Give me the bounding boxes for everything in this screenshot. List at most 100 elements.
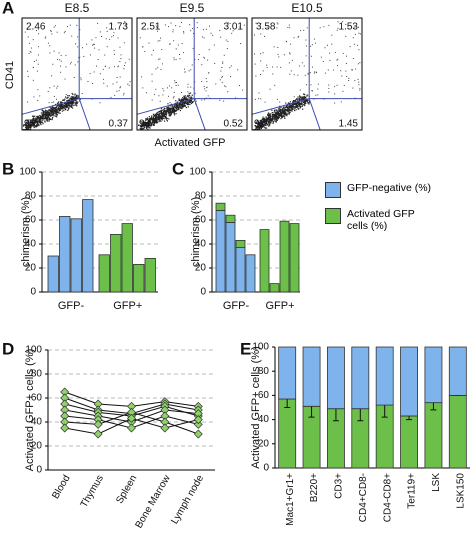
legend-item: Activated GFP cells (%): [325, 208, 474, 232]
event-dot: [206, 81, 208, 83]
event-dot: [44, 116, 47, 118]
event-dot: [288, 109, 290, 111]
event-dot: [260, 121, 263, 124]
event-dot: [262, 116, 264, 118]
event-dot: [225, 86, 227, 88]
event-dot: [294, 106, 296, 108]
event-dot: [30, 127, 32, 129]
event-dot: [120, 54, 122, 56]
event-dot: [139, 37, 141, 39]
event-dot: [312, 66, 314, 68]
event-dot: [56, 105, 58, 107]
point-marker: [93, 429, 103, 439]
event-dot: [266, 66, 268, 68]
event-dot: [62, 107, 64, 109]
event-dot: [105, 65, 107, 67]
bar-segment: [245, 254, 256, 293]
event-dot: [60, 65, 62, 67]
event-dot: [57, 58, 59, 60]
y-tick-label: 40: [31, 417, 43, 428]
y-axis-label: chimerism (%): [190, 197, 202, 267]
event-dot: [163, 90, 165, 92]
y-tick-label: 100: [19, 167, 36, 178]
event-dot: [262, 123, 264, 125]
event-dot: [258, 126, 260, 128]
event-dot: [177, 106, 179, 109]
event-dot: [268, 120, 270, 123]
x-axis-label: Activated GFP: [155, 137, 226, 149]
event-dot: [273, 116, 275, 118]
event-dot: [260, 127, 263, 130]
event-dot: [60, 105, 62, 107]
event-dot: [235, 97, 237, 99]
quadrant-value: 1.45: [339, 119, 359, 130]
event-dot: [24, 31, 26, 33]
event-dot: [313, 72, 315, 74]
event-dot: [47, 112, 49, 114]
event-dot: [167, 108, 169, 110]
event-dot: [161, 119, 163, 121]
event-dot: [142, 87, 144, 89]
event-dot: [160, 110, 163, 113]
event-dot: [73, 102, 75, 104]
event-dot: [283, 106, 285, 108]
event-dot: [112, 35, 114, 37]
event-dot: [284, 113, 287, 115]
quadrant-value: 3.58: [256, 22, 276, 33]
event-dot: [239, 26, 241, 28]
event-dot: [151, 115, 153, 117]
event-dot: [73, 104, 75, 107]
event-dot: [144, 50, 146, 52]
event-dot: [153, 93, 155, 95]
event-dot: [157, 115, 159, 117]
event-dot: [257, 123, 259, 125]
event-dot: [54, 110, 57, 112]
event-dot: [52, 112, 55, 114]
event-dot: [258, 98, 260, 100]
event-dot: [141, 22, 143, 24]
event-dot: [40, 118, 42, 121]
event-dot: [181, 107, 183, 109]
event-dot: [112, 83, 114, 85]
event-dot: [39, 117, 41, 119]
event-dot: [298, 35, 300, 37]
event-dot: [257, 124, 259, 127]
bar-segment: [375, 346, 394, 406]
event-dot: [169, 111, 171, 114]
event-dot: [60, 71, 62, 73]
event-dot: [111, 23, 113, 25]
bar-segment: [424, 402, 443, 469]
event-dot: [276, 27, 278, 29]
event-dot: [192, 47, 194, 49]
event-dot: [116, 81, 118, 83]
bar: [98, 254, 110, 293]
event-dot: [177, 84, 179, 86]
event-dot: [55, 106, 57, 109]
event-dot: [278, 109, 281, 111]
event-dot: [41, 117, 43, 119]
event-dot: [92, 43, 94, 45]
event-dot: [36, 117, 39, 119]
plot-frame: [251, 17, 363, 131]
event-dot: [317, 83, 319, 85]
event-dot: [71, 35, 73, 37]
event-dot: [33, 120, 35, 122]
event-dot: [33, 124, 35, 126]
event-dot: [48, 112, 50, 114]
event-dot: [188, 92, 190, 95]
event-dot: [223, 54, 225, 56]
event-dot: [302, 108, 304, 110]
event-dot: [186, 95, 189, 97]
event-dot: [331, 43, 333, 45]
event-dot: [57, 105, 59, 107]
quadrant-value: 0.52: [224, 119, 244, 130]
event-dot: [328, 91, 330, 93]
event-dot: [50, 107, 52, 109]
event-dot: [63, 99, 65, 101]
event-dot: [143, 124, 145, 126]
event-dot: [223, 100, 225, 102]
event-dot: [173, 111, 175, 113]
event-dot: [210, 32, 212, 34]
event-dot: [161, 109, 163, 112]
event-dot: [77, 46, 79, 48]
